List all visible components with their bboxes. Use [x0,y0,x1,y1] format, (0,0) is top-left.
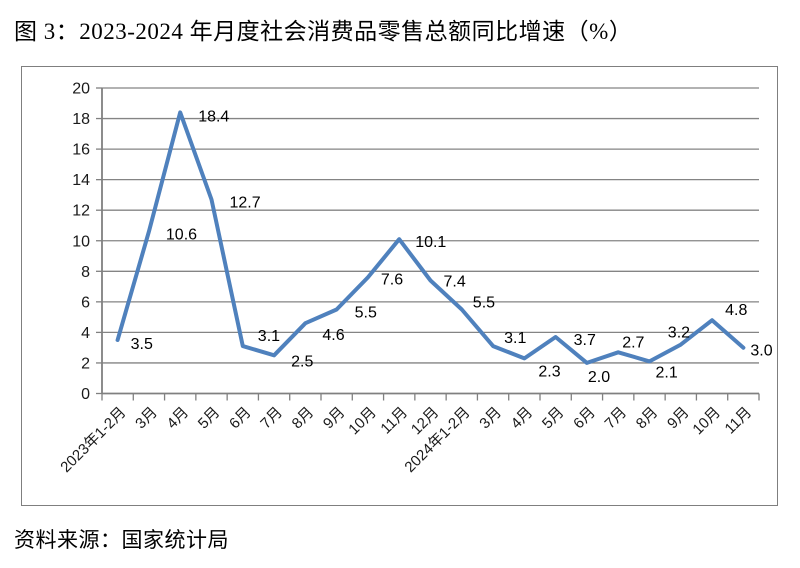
chart-area: 0 2 4 6 8 10 12 14 16 18 20 2023年1-2月 3月 4月 5月 6月 7月 8月 9月… [21,66,778,506]
svg-text:5.5: 5.5 [473,295,495,312]
figure-title: 图 3：2023-2024 年月度社会消费品零售总额同比增速（%） [14,19,633,44]
svg-text:5月: 5月 [539,404,568,433]
svg-text:11月: 11月 [377,404,411,438]
svg-text:2.0: 2.0 [588,369,610,386]
svg-text:2.3: 2.3 [538,363,560,380]
svg-text:3.7: 3.7 [574,332,596,349]
svg-text:6月: 6月 [570,404,599,433]
svg-text:2.5: 2.5 [291,353,313,370]
svg-text:0: 0 [81,386,90,403]
svg-text:8: 8 [81,264,90,281]
svg-text:3.0: 3.0 [750,343,772,360]
svg-text:3月: 3月 [132,404,161,433]
svg-text:5月: 5月 [195,404,224,433]
svg-text:2.7: 2.7 [622,334,644,351]
svg-text:8月: 8月 [633,404,662,433]
svg-text:12: 12 [72,203,90,220]
svg-text:10月: 10月 [345,404,379,438]
svg-text:3.1: 3.1 [258,328,280,345]
svg-text:3月: 3月 [476,404,505,433]
svg-text:7月: 7月 [257,404,286,433]
svg-text:4月: 4月 [164,404,193,433]
series-line [115,110,746,365]
svg-text:4月: 4月 [508,404,537,433]
svg-text:4.8: 4.8 [725,302,747,319]
svg-text:20: 20 [72,81,90,98]
axes [96,87,760,401]
svg-text:10.6: 10.6 [166,227,197,244]
svg-text:16: 16 [72,142,90,159]
svg-text:2023年1-2月: 2023年1-2月 [57,404,129,476]
svg-text:10月: 10月 [689,404,723,438]
svg-text:6: 6 [81,294,90,311]
svg-text:9月: 9月 [320,404,349,433]
svg-text:3.5: 3.5 [131,336,153,353]
svg-text:10.1: 10.1 [415,234,446,251]
svg-text:18: 18 [72,111,90,128]
svg-text:10: 10 [72,233,90,250]
data-labels: 3.510.618.412.73.12.54.65.57.610.17.45.5… [131,108,773,386]
svg-text:2: 2 [81,355,90,372]
y-axis-labels: 0 2 4 6 8 10 12 14 16 18 20 [72,81,90,404]
svg-text:5.5: 5.5 [355,305,377,322]
x-axis-labels: 2023年1-2月 3月 4月 5月 6月 7月 8月 9月10月11月12月2024年1-2… [57,404,755,476]
source-note: 资料来源：国家统计局 [14,528,229,552]
svg-text:12.7: 12.7 [230,195,261,212]
svg-text:7.4: 7.4 [444,274,466,291]
svg-text:7.6: 7.6 [381,271,403,288]
svg-text:4.6: 4.6 [322,327,344,344]
svg-text:8月: 8月 [289,404,318,433]
svg-text:3.1: 3.1 [504,330,526,347]
svg-text:7月: 7月 [602,404,631,433]
svg-text:11月: 11月 [722,404,756,438]
svg-text:6月: 6月 [226,404,255,433]
gridlines [102,87,759,364]
svg-text:3.2: 3.2 [668,325,690,342]
svg-text:4: 4 [81,325,90,342]
svg-text:18.4: 18.4 [198,108,229,125]
svg-text:14: 14 [72,172,90,189]
svg-text:2.1: 2.1 [656,364,678,381]
svg-text:9月: 9月 [664,404,693,433]
